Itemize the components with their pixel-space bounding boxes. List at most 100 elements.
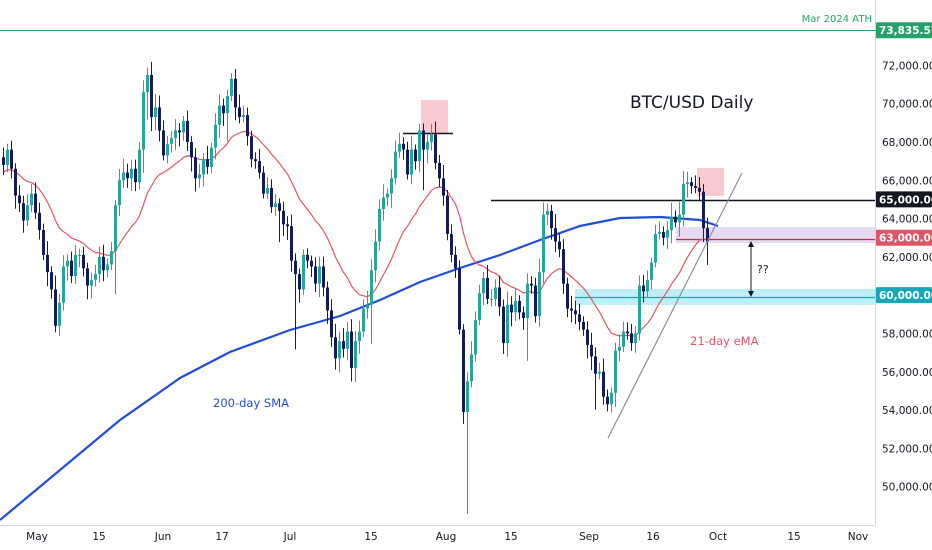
candle-body-113 xyxy=(454,254,457,269)
candle-body-114 xyxy=(458,268,461,330)
candles xyxy=(2,61,709,514)
candle-body-118 xyxy=(474,320,477,355)
candle-body-12 xyxy=(50,272,53,290)
candle-body-41 xyxy=(166,143,169,156)
candle-body-51 xyxy=(206,159,209,167)
candle-body-101 xyxy=(406,149,409,175)
candle-body-14 xyxy=(58,302,61,326)
candle-body-5 xyxy=(22,203,25,221)
candle-body-0 xyxy=(2,157,5,165)
candle-body-47 xyxy=(190,141,193,158)
candle-body-33 xyxy=(134,168,137,183)
candle-body-157 xyxy=(630,333,633,344)
sep-top-highlight xyxy=(697,168,724,196)
candle-body-138 xyxy=(554,228,557,242)
candle-body-20 xyxy=(82,254,85,269)
price-tick-10: 70,000.00 xyxy=(882,99,932,111)
candle-body-18 xyxy=(74,254,77,277)
price-tag-label-0: 73,835.57 xyxy=(879,25,932,37)
candle-body-34 xyxy=(138,149,141,183)
candle-body-42 xyxy=(170,138,173,144)
candle-body-2 xyxy=(10,149,13,169)
candle-body-172 xyxy=(690,182,693,186)
candle-body-19 xyxy=(78,254,81,256)
candle-body-109 xyxy=(438,163,441,179)
candle-body-9 xyxy=(38,212,41,231)
candle-body-122 xyxy=(490,298,493,300)
candle-body-48 xyxy=(194,157,197,179)
time-tick-2: Jun xyxy=(154,531,171,543)
candle-body-88 xyxy=(354,341,357,368)
candle-body-141 xyxy=(566,283,569,309)
candle-body-40 xyxy=(162,130,165,156)
candle-body-96 xyxy=(386,193,389,198)
candle-body-23 xyxy=(94,274,97,280)
candle-body-164 xyxy=(658,231,661,234)
price-tag-label-3: 60,000.00 xyxy=(879,290,932,302)
candle-body-140 xyxy=(562,249,565,284)
candle-body-148 xyxy=(594,356,597,374)
july-top-highlight xyxy=(421,100,448,133)
time-tick-11: 15 xyxy=(787,531,800,543)
price-tick-1: 52,000.00 xyxy=(882,443,932,455)
candle-body-58 xyxy=(234,78,237,108)
candle-body-29 xyxy=(118,180,121,206)
candle-body-108 xyxy=(434,134,437,164)
ema-label: 21-day eMA xyxy=(690,334,759,348)
candle-body-128 xyxy=(514,300,517,313)
price-tag-bg-2 xyxy=(876,229,932,246)
candle-body-38 xyxy=(154,107,157,118)
candle-body-8 xyxy=(34,193,37,213)
candle-body-64 xyxy=(258,161,261,173)
candle-body-53 xyxy=(214,124,217,148)
time-tick-0: May xyxy=(26,531,48,543)
candle-body-71 xyxy=(286,224,289,227)
candle-body-99 xyxy=(398,143,401,152)
candle-body-36 xyxy=(146,74,149,93)
time-tick-6: Aug xyxy=(436,531,457,543)
time-tick-9: 16 xyxy=(646,531,660,543)
candle-body-149 xyxy=(598,371,601,374)
candle-body-176 xyxy=(706,228,709,242)
candle-body-131 xyxy=(526,283,529,319)
candle-body-127 xyxy=(510,304,513,313)
candle-body-84 xyxy=(338,341,341,359)
candle-body-27 xyxy=(110,251,113,265)
candle-body-39 xyxy=(158,107,161,131)
candle-body-10 xyxy=(42,230,45,255)
candle-body-152 xyxy=(610,392,613,405)
candle-body-65 xyxy=(262,172,265,194)
price-tag-label-2: 63,000.00 xyxy=(879,233,932,245)
arrow-head-down xyxy=(748,291,754,297)
candle-body-158 xyxy=(634,333,637,344)
price-tick-2: 54,000.00 xyxy=(882,405,932,417)
candle-body-86 xyxy=(346,331,349,349)
candle-body-142 xyxy=(570,308,573,311)
candle-body-67 xyxy=(270,187,273,208)
price-tick-9: 68,000.00 xyxy=(882,137,932,149)
time-tick-1: 15 xyxy=(92,531,105,543)
candle-body-32 xyxy=(130,168,133,179)
candle-body-1 xyxy=(6,149,9,165)
candle-body-163 xyxy=(654,233,657,263)
time-axis[interactable]: May 15 Jun 17 Jul 15 Aug 15 Sep 16 Oct 15 Nov xyxy=(26,531,868,543)
candle-body-15 xyxy=(62,266,65,303)
sma-label: 200-day SMA xyxy=(213,396,289,410)
candle-body-119 xyxy=(478,293,481,321)
candle-body-66 xyxy=(266,187,269,194)
candle-body-75 xyxy=(302,254,305,290)
candle-body-82 xyxy=(330,310,333,338)
candle-body-147 xyxy=(590,344,593,357)
candle-body-57 xyxy=(230,78,233,96)
candle-body-50 xyxy=(202,159,205,175)
candle-body-166 xyxy=(666,230,669,238)
candle-body-98 xyxy=(394,151,397,179)
candle-body-136 xyxy=(546,210,549,215)
candle-body-143 xyxy=(574,310,577,315)
candle-body-95 xyxy=(382,197,385,209)
candle-body-89 xyxy=(358,331,361,342)
chart-title: BTC/USD Daily xyxy=(630,93,753,113)
price-tick-8: 66,000.00 xyxy=(882,175,932,187)
